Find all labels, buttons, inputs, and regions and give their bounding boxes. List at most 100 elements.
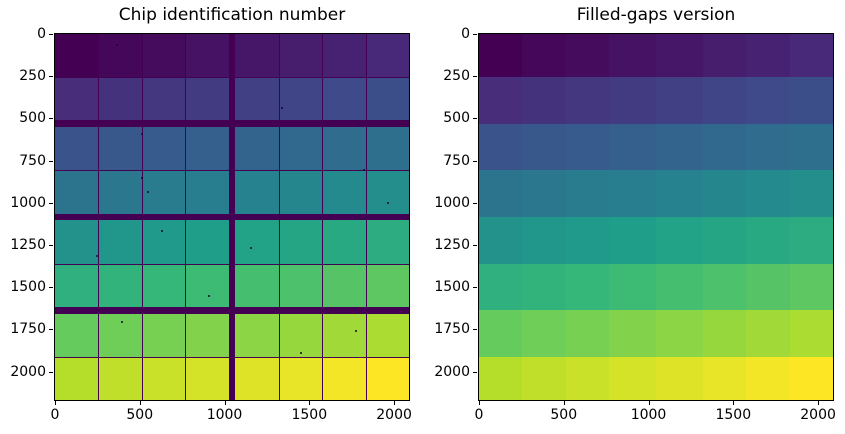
- defect-pixel: [120, 320, 123, 323]
- x-tick: [479, 401, 480, 405]
- x-tick-label: 0: [474, 407, 484, 423]
- defect-pixel: [115, 43, 118, 46]
- heatmap-cell: [789, 263, 833, 311]
- y-tick: [49, 160, 53, 162]
- chip-boundary-line: [278, 34, 280, 400]
- y-tick: [473, 160, 477, 162]
- heatmap-cell: [479, 356, 523, 400]
- heatmap-cell: [609, 263, 656, 311]
- y-tick-label: 1000: [10, 194, 46, 211]
- heatmap-cell: [185, 356, 229, 400]
- y-tick-label: 250: [19, 68, 46, 85]
- heatmap-cell: [656, 356, 703, 400]
- y-tick: [473, 76, 477, 78]
- heatmap-cell: [235, 34, 279, 78]
- x-tick: [818, 401, 820, 405]
- heatmap-cell: [141, 356, 186, 400]
- left-plot-title: Chip identification number: [118, 5, 346, 25]
- heatmap-cell: [55, 77, 99, 121]
- heatmap-cell: [789, 217, 833, 264]
- x-tick: [648, 401, 650, 405]
- heatmap-cell: [322, 263, 366, 307]
- defect-pixel: [95, 255, 98, 258]
- chip-id-heatmap: 0 500 1000 1500 2000 0 250 500 750 1000 1250 1500 17…: [10, 26, 412, 423]
- y-tick: [473, 329, 477, 331]
- heatmap-cell: [322, 356, 366, 400]
- heatmap-cell: [55, 356, 99, 400]
- heatmap-cell: [185, 34, 229, 78]
- x-tick-label: 1000: [206, 407, 243, 423]
- heatmap-cell: [278, 356, 323, 400]
- x-tick-label: 0: [50, 407, 60, 423]
- heatmap-cell: [185, 263, 229, 307]
- heatmap-cell: [235, 263, 279, 307]
- heatmap-cell: [278, 313, 323, 357]
- heatmap-cell: [789, 356, 833, 400]
- y-tick-label: 750: [19, 152, 46, 169]
- heatmap-cell: [609, 77, 656, 124]
- heatmap-cell: [789, 123, 833, 171]
- heatmap-cell: [55, 34, 99, 78]
- x-tick: [309, 401, 311, 405]
- heatmap-cell: [565, 217, 610, 264]
- heatmap-cell: [479, 217, 523, 264]
- heatmap-cell: [185, 77, 229, 121]
- heatmap-cell: [55, 170, 99, 214]
- defect-pixel: [280, 106, 283, 109]
- x-tick-label: 2000: [376, 407, 412, 423]
- heatmap-cell: [746, 310, 790, 357]
- x-tick-label: 500: [126, 407, 154, 423]
- heatmap-cell: [479, 34, 523, 78]
- heatmap-cell: [702, 77, 747, 124]
- heatmap-cell: [746, 34, 790, 78]
- y-tick: [473, 371, 477, 373]
- heatmap-cell: [609, 217, 656, 264]
- right-plot-title: Filled-gaps version: [576, 5, 736, 25]
- heatmap-cell: [479, 77, 523, 124]
- heatmap-cell: [565, 170, 610, 217]
- y-tick-label: 1500: [434, 279, 470, 296]
- heatmap-cell: [322, 313, 366, 357]
- heatmap-cell: [365, 313, 409, 357]
- defect-pixel: [363, 169, 366, 172]
- heatmap-cell: [702, 170, 747, 217]
- heatmap-cell: [479, 123, 523, 171]
- heatmap-cell: [656, 310, 703, 357]
- y-tick: [473, 118, 477, 120]
- heatmap-cell: [278, 77, 323, 121]
- heatmap-cell: [55, 127, 99, 171]
- heatmap-cell: [565, 34, 610, 78]
- heatmap-cell: [365, 77, 409, 121]
- y-tick-label: 0: [37, 26, 46, 42]
- chip-boundary-line: [55, 263, 409, 265]
- heatmap-cell: [98, 170, 142, 214]
- heatmap-cell: [479, 263, 523, 311]
- heatmap-cell: [278, 170, 323, 214]
- chip-boundary-line: [55, 170, 409, 172]
- heatmap-cell: [55, 263, 99, 307]
- x-tick: [224, 401, 226, 405]
- heatmap-cell: [55, 313, 99, 357]
- heatmap-cell: [322, 170, 366, 214]
- heatmap-cell: [702, 123, 747, 171]
- heatmap-cell: [789, 77, 833, 124]
- heatmap-cell: [278, 127, 323, 171]
- y-tick: [49, 202, 53, 204]
- y-tick: [49, 34, 53, 35]
- x-tick: [563, 401, 565, 405]
- heatmap-cell: [565, 263, 610, 311]
- heatmap-cell: [141, 313, 186, 357]
- defect-pixel: [140, 132, 143, 135]
- heatmap-cell: [98, 34, 142, 78]
- heatmap-cell: [789, 34, 833, 78]
- heatmap-cell: [522, 356, 566, 400]
- x-tick: [55, 401, 56, 405]
- heatmap-cell: [185, 220, 229, 264]
- heatmap-cell: [702, 356, 747, 400]
- heatmap-cell: [656, 263, 703, 311]
- heatmap-cell: [365, 356, 409, 400]
- heatmap-cell: [185, 313, 229, 357]
- y-tick: [473, 245, 477, 247]
- y-tick: [473, 34, 477, 35]
- x-tick-label: 1000: [630, 407, 667, 423]
